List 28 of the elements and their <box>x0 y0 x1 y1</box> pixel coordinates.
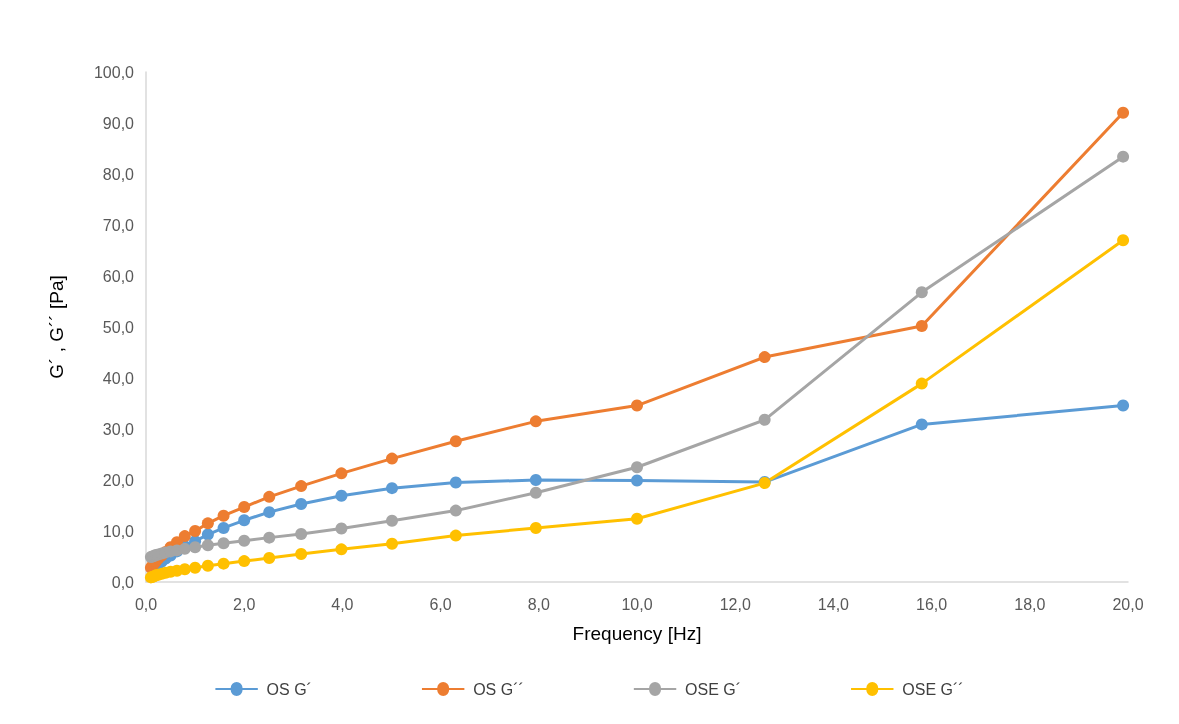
x-tick-label: 0,0 <box>134 595 158 613</box>
x-tick-label: 20,0 <box>1112 595 1144 613</box>
legend-label: OSE G´ <box>685 680 742 698</box>
x-tick-label: 16,0 <box>916 595 948 613</box>
legend-label: OS G´´ <box>473 680 524 698</box>
y-tick-label: 60,0 <box>102 267 135 285</box>
y-tick-label: 50,0 <box>102 318 135 336</box>
x-tick-label: 12,0 <box>719 595 751 613</box>
x-axis-title: Frequency [Hz] <box>572 623 702 644</box>
x-tick-label: 2,0 <box>233 595 256 613</box>
x-tick-label: 8,0 <box>527 595 551 613</box>
x-tick-label: 14,0 <box>817 595 850 613</box>
x-tick-label: 10,0 <box>621 595 653 613</box>
y-tick-label: 80,0 <box>102 165 135 183</box>
y-tick-label: 100,0 <box>93 63 135 81</box>
y-tick-label: 30,0 <box>102 420 135 438</box>
legend-label: OSE G´´ <box>902 680 964 698</box>
y-axis-title: G´ , G´´ [Pa] <box>46 275 67 379</box>
x-tick-label: 6,0 <box>429 595 452 613</box>
x-tick-label: 4,0 <box>331 595 354 613</box>
legend-label: OS G´ <box>266 680 312 698</box>
y-tick-label: 40,0 <box>102 369 135 387</box>
x-tick-label: 18,0 <box>1014 595 1046 613</box>
y-tick-label: 0,0 <box>111 573 135 591</box>
y-tick-label: 20,0 <box>102 471 135 489</box>
y-tick-label: 90,0 <box>102 114 135 132</box>
y-tick-label: 10,0 <box>102 522 135 540</box>
y-tick-label: 70,0 <box>102 216 135 234</box>
